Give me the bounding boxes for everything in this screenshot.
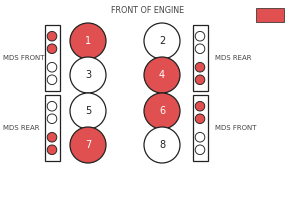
Text: MDS REAR: MDS REAR — [3, 125, 40, 131]
Circle shape — [195, 44, 205, 54]
Circle shape — [195, 62, 205, 72]
Circle shape — [144, 93, 180, 129]
Bar — [44, 25, 59, 91]
Circle shape — [47, 101, 57, 111]
Text: MDS REAR: MDS REAR — [215, 55, 251, 61]
Circle shape — [144, 23, 180, 59]
Text: 6: 6 — [159, 106, 165, 116]
Circle shape — [47, 133, 57, 142]
Text: 3: 3 — [85, 70, 91, 80]
Circle shape — [47, 62, 57, 72]
Circle shape — [144, 57, 180, 93]
Text: FRONT OF ENGINE: FRONT OF ENGINE — [111, 6, 184, 15]
Bar — [193, 95, 208, 161]
Text: 1: 1 — [85, 36, 91, 46]
Text: 2: 2 — [159, 36, 165, 46]
Circle shape — [195, 145, 205, 155]
Circle shape — [47, 114, 57, 124]
Text: 4: 4 — [159, 70, 165, 80]
Bar — [193, 25, 208, 91]
Text: 7: 7 — [85, 140, 91, 150]
Bar — [256, 8, 284, 22]
Text: MDS FRONT: MDS FRONT — [215, 125, 256, 131]
Circle shape — [70, 127, 106, 163]
Circle shape — [195, 31, 205, 41]
Circle shape — [195, 101, 205, 111]
Circle shape — [47, 31, 57, 41]
Circle shape — [70, 23, 106, 59]
Text: 8: 8 — [159, 140, 165, 150]
Circle shape — [195, 75, 205, 85]
Circle shape — [70, 93, 106, 129]
Text: 5: 5 — [85, 106, 91, 116]
Circle shape — [195, 133, 205, 142]
Circle shape — [195, 114, 205, 124]
Circle shape — [70, 57, 106, 93]
Circle shape — [144, 127, 180, 163]
Circle shape — [47, 75, 57, 85]
Circle shape — [47, 145, 57, 155]
Bar — [44, 95, 59, 161]
Circle shape — [47, 44, 57, 54]
Text: MDS FRONT: MDS FRONT — [3, 55, 44, 61]
